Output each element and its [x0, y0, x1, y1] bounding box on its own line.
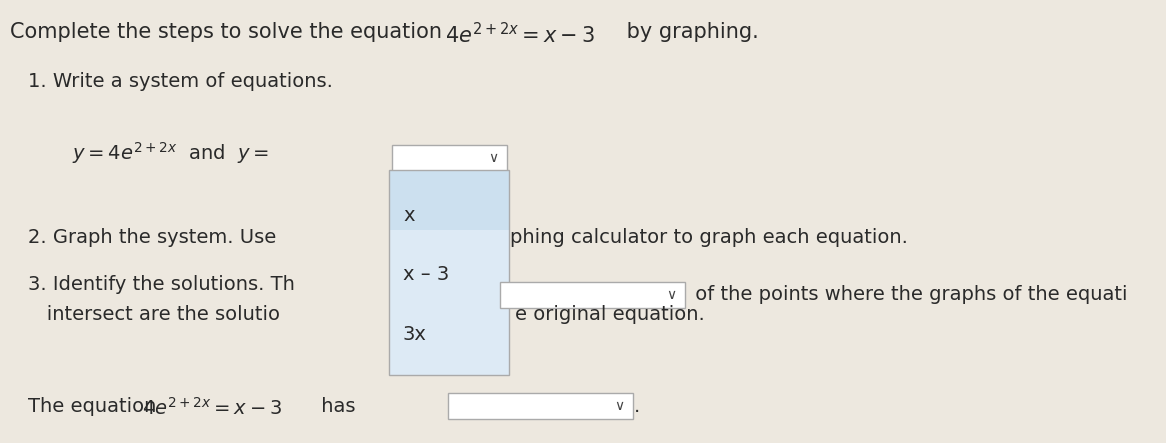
Text: 2. Graph the system. Use: 2. Graph the system. Use: [28, 228, 276, 247]
Text: $4e^{2+2x} = x-3$: $4e^{2+2x} = x-3$: [445, 22, 595, 47]
Text: 3. Identify the solutions. Th: 3. Identify the solutions. Th: [28, 275, 295, 294]
FancyBboxPatch shape: [392, 145, 507, 171]
Text: ∨: ∨: [666, 288, 676, 302]
Text: x: x: [403, 206, 414, 225]
Text: by graphing.: by graphing.: [620, 22, 759, 42]
Text: e original equation.: e original equation.: [515, 305, 704, 324]
FancyBboxPatch shape: [500, 282, 684, 308]
FancyBboxPatch shape: [389, 170, 510, 230]
Text: 1. Write a system of equations.: 1. Write a system of equations.: [28, 72, 332, 91]
Text: x – 3: x – 3: [403, 265, 449, 284]
FancyBboxPatch shape: [389, 230, 510, 375]
FancyBboxPatch shape: [448, 393, 633, 419]
Text: has: has: [315, 397, 356, 416]
Text: The equation: The equation: [28, 397, 162, 416]
Text: $4e^{2+2x} = x-3$: $4e^{2+2x} = x-3$: [142, 397, 282, 419]
Text: $y = 4e^{2+2x}$  and  $y =$: $y = 4e^{2+2x}$ and $y =$: [72, 140, 269, 166]
Text: .: .: [634, 396, 640, 416]
Text: intersect are the solutio: intersect are the solutio: [28, 305, 280, 324]
Text: ∨: ∨: [614, 399, 624, 413]
Text: of the points where the graphs of the equati: of the points where the graphs of the eq…: [689, 285, 1128, 304]
Text: 3x: 3x: [403, 326, 427, 345]
Text: Complete the steps to solve the equation: Complete the steps to solve the equation: [10, 22, 449, 42]
Text: ∨: ∨: [487, 151, 498, 165]
Text: phing calculator to graph each equation.: phing calculator to graph each equation.: [510, 228, 908, 247]
